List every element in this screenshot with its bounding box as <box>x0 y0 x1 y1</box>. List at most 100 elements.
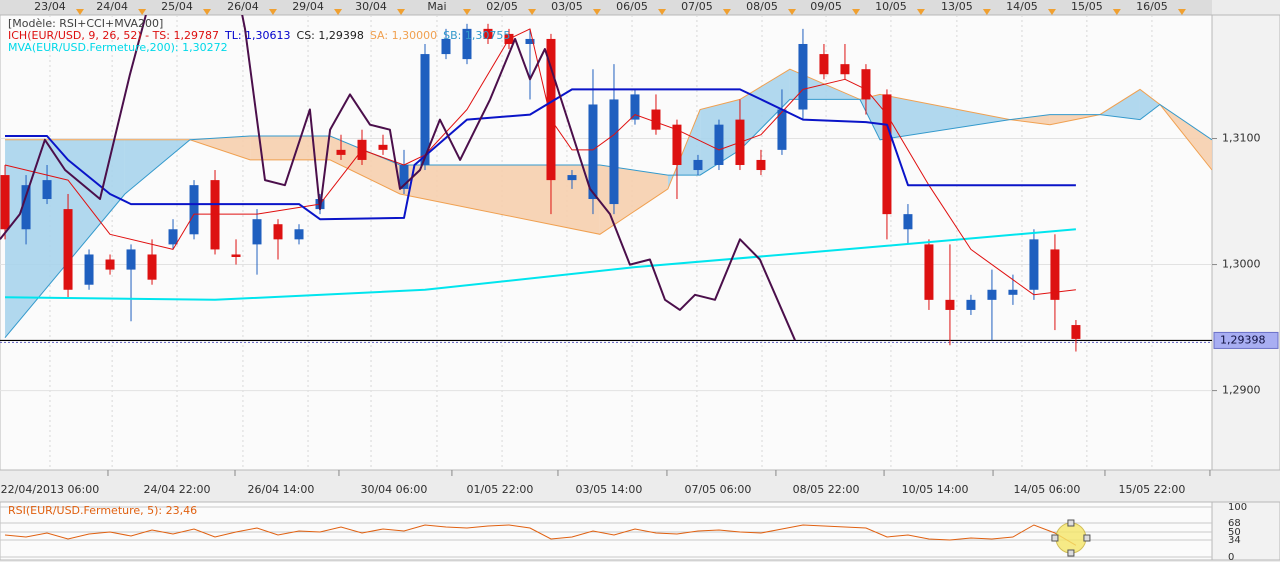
date-marker <box>462 9 471 15</box>
date-marker <box>592 9 601 15</box>
candle-body <box>189 185 199 235</box>
date-marker <box>138 9 147 15</box>
top-date-label: 09/05 <box>810 0 842 13</box>
legend-line: [Modèle: RSI+CCI+MVA200] <box>8 17 163 30</box>
candle-body <box>861 69 871 100</box>
candle-body <box>63 209 73 290</box>
top-strip <box>0 0 1212 15</box>
candle-body <box>210 180 220 250</box>
y-tick-label: 1,2900 <box>1222 384 1261 397</box>
last-price-label: 1,29398 <box>1220 333 1266 346</box>
x-tick-label: 15/05 22:00 <box>1118 483 1185 496</box>
candle-body <box>966 299 976 310</box>
candle-body <box>336 149 346 155</box>
candle-body <box>483 28 493 39</box>
candle-body <box>378 144 388 150</box>
top-date-label: 23/04 <box>34 0 66 13</box>
indicator-line <box>4 228 1076 301</box>
candle-body <box>1008 289 1018 295</box>
candle-body <box>756 159 766 171</box>
candle-body <box>588 104 598 200</box>
legend-entry: ICH(EUR/USD, 9, 26, 52) - TS: 1,29787 <box>8 29 219 42</box>
cloud-segment <box>880 94 1010 140</box>
rsi-panel <box>0 501 1213 561</box>
rsi-tick-label: 50 <box>1228 527 1241 538</box>
date-marker <box>268 9 277 15</box>
candle-body <box>777 109 787 150</box>
date-marker <box>397 9 406 15</box>
candle-body <box>819 54 829 75</box>
candle-body <box>840 64 850 75</box>
cloud-segment <box>1010 114 1050 125</box>
candle-body <box>126 249 136 270</box>
legend-entry: MVA(EUR/USD.Fermeture,200): 1,30272 <box>8 41 228 54</box>
candle-body <box>567 175 577 181</box>
candle-body <box>714 124 724 165</box>
rsi-axis <box>1211 501 1280 561</box>
x-tick-label: 03/05 14:00 <box>575 483 642 496</box>
candle-body <box>987 289 997 300</box>
date-marker <box>788 9 797 15</box>
legend-entry: [Modèle: RSI+CCI+MVA200] <box>8 17 163 30</box>
candle-body <box>630 94 640 120</box>
date-marker <box>1112 9 1121 15</box>
top-date-label: 16/05 <box>1136 0 1168 13</box>
top-date-label: 30/04 <box>355 0 387 13</box>
date-marker <box>658 9 667 15</box>
candle-body <box>462 28 472 60</box>
top-date-label: 29/04 <box>292 0 324 13</box>
date-marker <box>1047 9 1056 15</box>
y-tick-label: 1,3100 <box>1222 132 1261 145</box>
cloud-segment <box>859 94 881 140</box>
candle-body <box>399 164 409 189</box>
rsi-title: RSI(EUR/USD.Fermeture, 5): 23,46 <box>8 504 197 517</box>
date-marker <box>528 9 537 15</box>
candle-body <box>231 254 241 257</box>
candle-body <box>441 38 451 55</box>
handle-square <box>1051 534 1059 542</box>
cloud-segment <box>739 69 790 150</box>
x-tick-label: 08/05 22:00 <box>793 483 860 496</box>
indicator-line <box>4 28 1076 296</box>
handle-square <box>1067 519 1075 527</box>
plot-layer <box>0 15 1212 470</box>
candle-body <box>168 229 178 245</box>
top-date-label: 13/05 <box>941 0 973 13</box>
candle-body <box>84 254 94 285</box>
date-marker <box>982 9 991 15</box>
rsi-tick-label: 100 <box>1228 502 1247 513</box>
date-marker <box>722 9 731 15</box>
top-date-label: Mai <box>427 0 446 13</box>
date-marker <box>75 9 84 15</box>
date-marker <box>852 9 861 15</box>
candle-body <box>693 159 703 171</box>
rsi-tick-label: 0 <box>1228 552 1234 562</box>
candle-body <box>105 259 115 270</box>
cloud-segment <box>250 135 331 160</box>
top-date-label: 26/04 <box>227 0 259 13</box>
indicator-line <box>0 15 796 341</box>
x-tick-label: 01/05 22:00 <box>467 483 534 496</box>
cloud-segment <box>1139 89 1160 120</box>
selection-handle <box>1055 522 1087 554</box>
top-date-label: 25/04 <box>161 0 193 13</box>
date-marker <box>334 9 343 15</box>
legend-line: ICH(EUR/USD, 9, 26, 52) - TS: 1,29787 TL:… <box>8 29 510 42</box>
candle-body <box>0 175 10 230</box>
candle-body <box>798 43 808 110</box>
y-tick-label: 1,3000 <box>1222 258 1261 271</box>
top-date-label: 03/05 <box>551 0 583 13</box>
handle-square <box>1083 534 1091 542</box>
candle-body <box>1071 325 1081 339</box>
x-tick-label: 10/05 14:00 <box>902 483 969 496</box>
candle-body <box>882 94 892 215</box>
candle-body <box>1029 239 1039 290</box>
x-tick-label: 24/04 22:00 <box>144 483 211 496</box>
date-marker <box>1177 9 1186 15</box>
candle-body <box>672 124 682 165</box>
candle-body <box>546 38 556 181</box>
candle-body <box>945 299 955 310</box>
